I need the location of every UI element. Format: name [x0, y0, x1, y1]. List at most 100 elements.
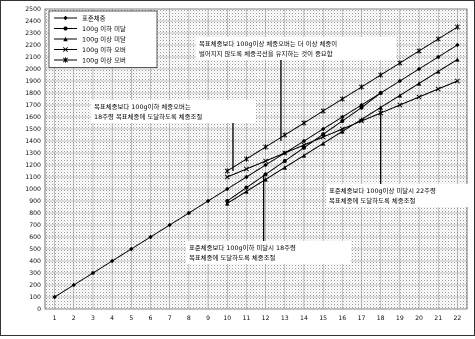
data-point	[340, 118, 345, 123]
data-point	[321, 132, 326, 137]
data-point	[63, 26, 68, 31]
y-tick-label: 2000	[25, 66, 41, 73]
data-point	[397, 60, 403, 66]
data-point	[378, 91, 383, 95]
axes: 0100200300400500600700800900100011001200…	[25, 6, 461, 322]
y-tick-label: 500	[29, 246, 41, 253]
data-point	[359, 105, 364, 110]
data-point	[224, 174, 230, 180]
data-point	[244, 185, 249, 190]
y-tick-label: 2100	[25, 54, 41, 61]
y-tick-label: 800	[29, 210, 41, 217]
annotation-box	[186, 241, 351, 264]
y-tick-label: 1200	[25, 162, 41, 169]
x-tick-label: 12	[262, 315, 270, 322]
data-point	[90, 270, 96, 276]
data-point	[339, 96, 345, 102]
x-tick-label: 1	[53, 315, 57, 322]
y-tick-label: 0	[37, 306, 41, 313]
x-tick-label: 13	[281, 315, 289, 322]
legend-label: 100g 이하 오버	[82, 45, 126, 54]
data-point	[63, 36, 68, 42]
annotation-text: 목표체중에 도달하도록 체중조절	[189, 253, 275, 262]
data-point	[282, 165, 287, 170]
gridlines	[45, 8, 467, 310]
annotation-text: 표준체중보다 100g이하 미달시 18주령	[189, 243, 296, 252]
data-point	[435, 86, 441, 92]
data-point	[225, 199, 230, 203]
x-tick-label: 16	[338, 315, 346, 322]
x-tick-label: 11	[242, 315, 250, 322]
data-point	[397, 78, 403, 84]
data-point	[339, 126, 345, 132]
annotation-box	[196, 37, 396, 60]
annotation-text: 목표체중에 도달하도록 체중조절	[329, 196, 415, 205]
data-point	[282, 132, 288, 138]
data-point	[416, 81, 422, 86]
data-point	[397, 93, 403, 98]
data-point	[416, 66, 422, 72]
y-tick-label: 1900	[25, 78, 41, 85]
data-point	[436, 69, 441, 74]
annotation-box	[326, 184, 468, 207]
data-point	[243, 156, 249, 162]
data-point	[167, 222, 172, 228]
x-tick-label: 17	[358, 315, 366, 322]
y-tick-label: 1400	[25, 138, 41, 145]
data-point	[320, 134, 326, 140]
x-tick-label: 15	[319, 315, 327, 322]
y-tick-label: 1300	[25, 150, 41, 157]
x-tick-label: 9	[206, 315, 210, 322]
x-tick-label: 14	[300, 315, 308, 322]
data-point	[358, 84, 365, 90]
data-point	[224, 168, 230, 174]
data-point	[378, 72, 384, 78]
y-tick-label: 100	[29, 294, 41, 301]
data-point	[455, 57, 460, 62]
data-point	[320, 141, 326, 146]
data-point	[301, 138, 307, 144]
legend-label: 100g 이하 미달	[82, 24, 126, 33]
x-tick-label: 6	[149, 315, 153, 322]
data-point	[397, 102, 403, 108]
x-tick-label: 20	[415, 315, 423, 322]
x-tick-label: 7	[168, 315, 172, 322]
data-point	[263, 172, 268, 177]
data-point	[301, 145, 306, 150]
y-tick-label: 1600	[25, 114, 41, 121]
data-point	[244, 189, 249, 194]
legend-label: 100g 이상 오버	[82, 55, 126, 64]
data-point	[301, 120, 307, 126]
data-point	[148, 234, 153, 240]
data-point	[416, 48, 422, 54]
annotation-text: 18주령 목표체중에 도달하도록 체중조절	[94, 112, 202, 121]
data-point	[244, 174, 249, 180]
data-point	[263, 177, 268, 182]
series-star	[224, 24, 460, 174]
data-point	[243, 166, 249, 172]
y-tick-label: 2500	[25, 6, 41, 13]
x-tick-label: 19	[396, 315, 404, 322]
y-tick-label: 1100	[25, 174, 41, 181]
y-tick-label: 2300	[25, 30, 41, 37]
data-point	[282, 159, 287, 164]
data-point	[225, 201, 230, 206]
series-triangle	[225, 57, 460, 206]
x-tick-label: 10	[223, 315, 231, 322]
data-point	[62, 57, 69, 63]
x-tick-label: 5	[129, 315, 133, 322]
legend-label: 100g 이상 미달	[82, 34, 126, 43]
y-tick-label: 700	[29, 222, 41, 229]
data-point	[62, 46, 69, 53]
data-point	[436, 54, 441, 60]
data-point	[282, 150, 288, 156]
series-lines	[52, 24, 460, 300]
y-tick-label: 1500	[25, 126, 41, 133]
data-point	[358, 118, 365, 124]
